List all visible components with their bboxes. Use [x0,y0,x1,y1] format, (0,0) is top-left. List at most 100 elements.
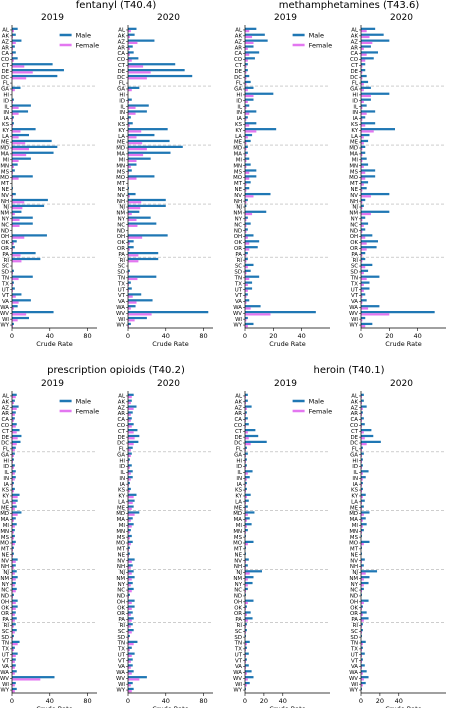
bar-female-KS [245,124,250,127]
state-label: MA [117,517,126,523]
bar-male-SD [128,634,130,638]
panel-title: 2019 [41,379,64,389]
state-label: UT [118,287,126,293]
bar-male-ME [245,139,251,143]
bar-female-ND [361,230,363,233]
state-label: MD [233,146,242,152]
bar-male-VA [128,664,133,667]
bar-female-AR [361,413,362,416]
x-tick-label: 40 [414,332,422,340]
bar-male-FL [245,80,251,84]
state-label: OR [350,246,358,252]
state-label: CO [1,423,9,429]
bar-male-OH [245,599,254,602]
bar-female-KS [361,124,366,127]
bar-male-NY [245,216,248,219]
bar-male-MI [12,523,17,526]
bar-female-ND [12,595,13,599]
state-label: OR [117,611,125,617]
bar-male-MO [128,540,133,543]
state-label: NJ [3,205,9,211]
chart-title: prescription opioids (T40.2) [47,365,185,376]
bar-female-AR [12,47,13,50]
state-label: DC [117,75,125,81]
state-label: KS [2,122,10,128]
bar-male-CO [128,423,134,426]
state-label: OH [234,234,242,240]
bar-male-IA [245,481,247,485]
state-label: GA [117,452,125,458]
x-tick-label: 0 [10,697,14,705]
state-label: WI [235,317,242,323]
bar-female-IA [361,118,363,121]
state-label: OR [350,611,358,617]
bar-female-WI [128,684,131,687]
bar-female-CO [128,425,132,428]
bar-male-MN [12,529,15,532]
state-label: FL [3,81,9,87]
bar-male-PA [361,251,366,255]
bar-female-NY [361,218,363,222]
bar-female-GA [245,88,248,92]
bar-male-TX [361,281,370,284]
state-label: SC [351,264,358,270]
bar-female-NC [128,590,132,593]
state-label: OK [234,240,242,246]
bar-male-AK [361,399,364,402]
bar-male-VT [128,293,142,296]
bar-male-NJ [361,570,378,573]
state-label: MT [350,547,359,553]
bar-female-CT [361,65,363,68]
state-label: NC [117,588,125,594]
state-label: CT [118,63,126,69]
bar-male-VT [361,658,363,661]
bar-female-CT [245,65,247,68]
state-label: IN [119,476,125,482]
bar-male-KY [128,128,168,131]
state-label: SC [118,264,125,270]
bar-male-NE [361,552,362,555]
bar-male-LA [12,133,29,137]
bar-male-SD [245,634,246,638]
legend-label-male: Male [309,398,324,406]
state-label: DE [234,69,242,75]
bar-male-OK [128,240,134,243]
bar-male-CA [128,51,134,54]
panel-title: 2019 [41,13,64,23]
bar-male-NJ [128,204,166,208]
bar-female-UT [361,654,362,657]
state-label: NE [2,187,10,193]
bar-female-OH [361,236,366,239]
bar-male-VA [128,299,153,302]
state-label: OK [1,605,9,611]
state-label: WA [0,670,9,676]
panel-2019: 2019 ALAKAZARCACOCTDEDCFLGAHIIDILINIAKSKY… [233,13,332,348]
state-label: SC [235,264,242,270]
bar-male-ID [361,98,371,101]
state-label: MS [350,169,359,175]
state-label: TX [1,647,9,653]
bar-male-IA [128,116,131,119]
bar-male-CA [245,51,260,54]
bar-female-FL [361,83,364,86]
bar-female-NJ [128,572,132,575]
bar-female-MT [12,548,13,552]
bar-male-OK [361,240,378,243]
chart-title: heroin (T40.1) [314,365,385,376]
bar-male-TX [128,646,132,649]
bar-female-DC [245,77,247,80]
bar-male-TX [245,281,253,284]
state-label: OH [350,234,358,240]
state-label: IA [353,116,359,122]
bar-female-CT [12,431,17,434]
x-tick-label: 80 [199,332,207,340]
legend-label-male: Male [76,32,91,40]
bar-male-CO [12,57,18,60]
bar-female-TN [245,643,247,646]
state-label: DE [117,69,125,75]
state-label: DE [1,69,9,75]
state-label: WY [0,323,9,329]
state-label: NM [233,576,242,582]
bar-male-WI [245,316,248,320]
state-label: NY [2,582,10,588]
